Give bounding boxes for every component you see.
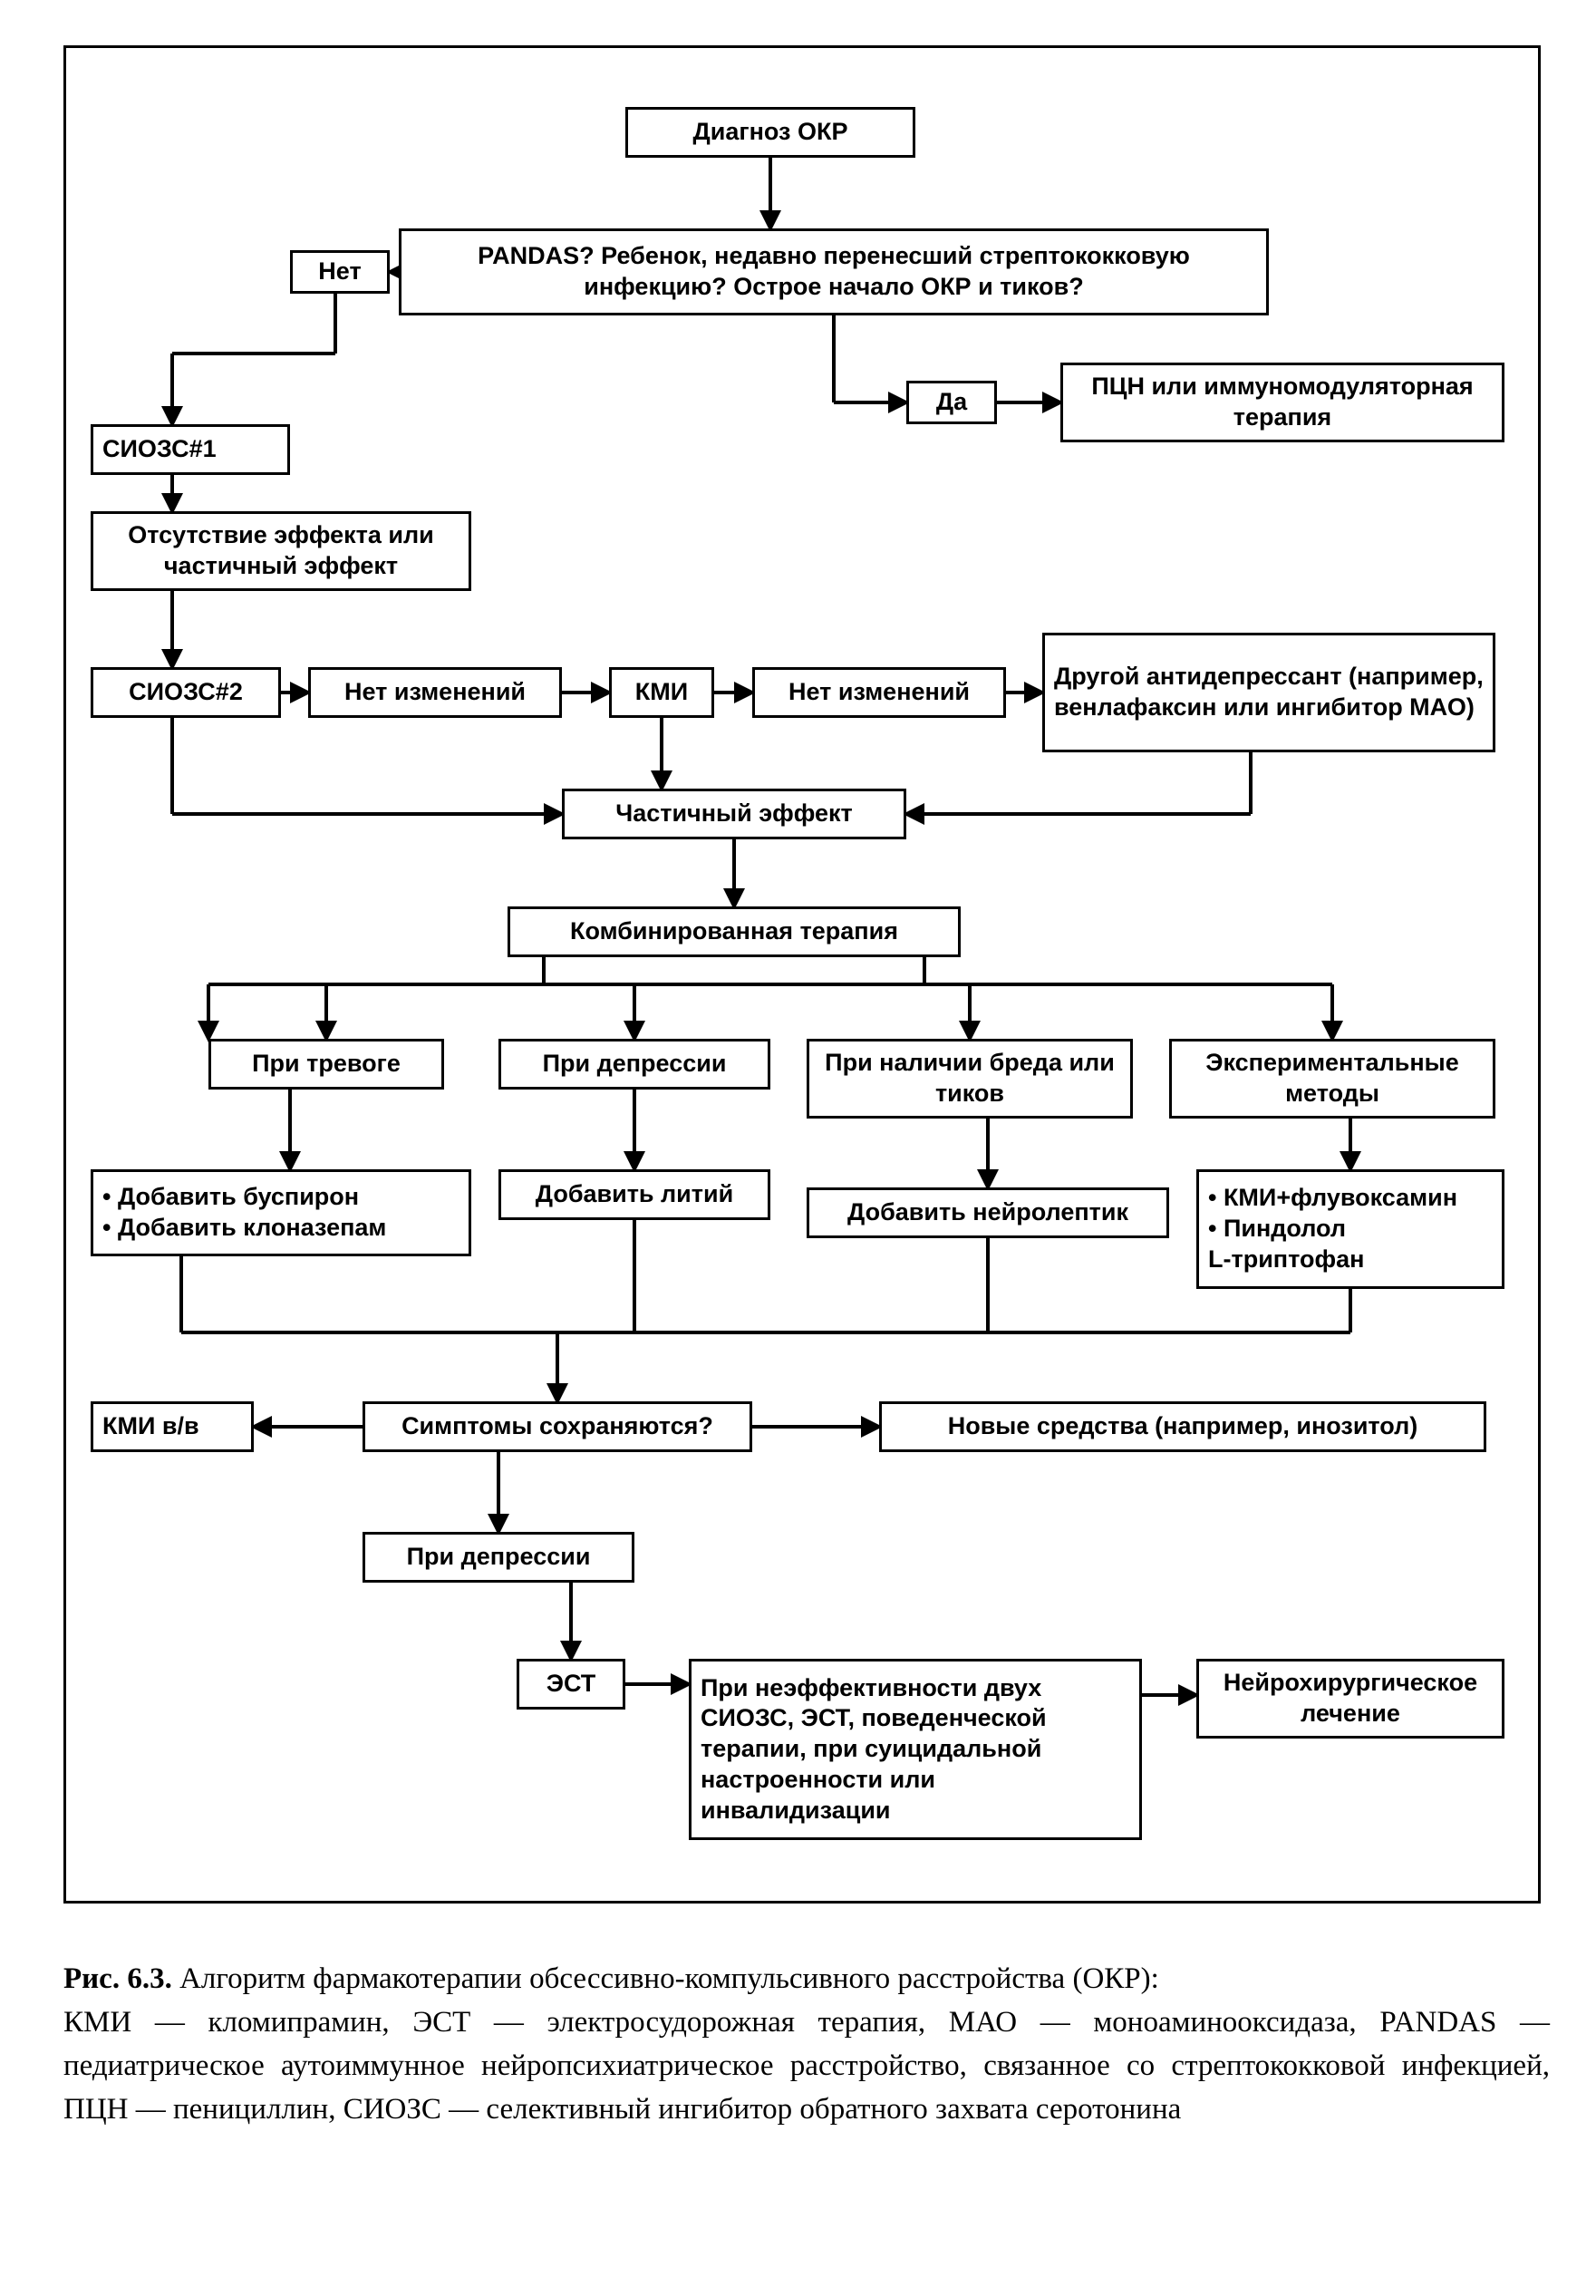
node-diag: Диагноз ОКР	[625, 107, 915, 158]
node-dep2: При депрессии	[363, 1532, 634, 1583]
node-noresp: Отсутствие эффекта или частичный эффект	[91, 511, 471, 591]
node-ect: ЭСТ	[517, 1659, 625, 1710]
node-sympt: Симптомы сохраняются?	[363, 1401, 752, 1452]
flowchart-frame	[63, 45, 1541, 1904]
node-combo: Комбинированная терапия	[508, 906, 961, 957]
node-dep: При депрессии	[498, 1039, 770, 1090]
node-noch1: Нет изменений	[308, 667, 562, 718]
node-no: Нет	[290, 250, 390, 294]
node-newag: Новые средства (например, инозитол)	[879, 1401, 1486, 1452]
node-delu: При наличии бреда или тиков	[807, 1039, 1133, 1119]
caption-body: КМИ — кломипрамин, ЭСТ — электросудорожн…	[63, 2001, 1550, 2132]
node-pcn: ПЦН или иммуномодуляторная терапия	[1060, 363, 1504, 442]
node-ssri1: СИОЗС#1	[91, 424, 290, 475]
node-addneu: Добавить нейролептик	[807, 1187, 1169, 1238]
node-otherad: Другой антидепрессант (например, венлафа…	[1042, 633, 1495, 752]
node-ssri2: СИОЗС#2	[91, 667, 281, 718]
figure-caption: Рис. 6.3. Алгоритм фармакотерапии обсесс…	[63, 1958, 1550, 2131]
node-expopt: • КМИ+флувоксамин • Пиндолол L-триптофан	[1196, 1169, 1504, 1289]
node-cmiiv: КМИ в/в	[91, 1401, 254, 1452]
node-neuro: Нейрохирургическое лечение	[1196, 1659, 1504, 1739]
node-addli: Добавить литий	[498, 1169, 770, 1220]
node-partial: Частичный эффект	[562, 789, 906, 839]
node-noch2: Нет изменений	[752, 667, 1006, 718]
node-addbus: • Добавить буспирон • Добавить клоназепа…	[91, 1169, 471, 1256]
node-anx: При тревоге	[208, 1039, 444, 1090]
caption-title: Рис. 6.3. Алгоритм фармакотерапии обсесс…	[63, 1958, 1550, 2001]
node-pandas: PANDAS? Ребенок, недавно перенесший стре…	[399, 228, 1269, 315]
diagram-canvas: Диагноз ОКР PANDAS? Ребенок, недавно пере…	[0, 0, 1596, 2296]
node-exp: Экспериментальные методы	[1169, 1039, 1495, 1119]
node-cmi: КМИ	[609, 667, 714, 718]
node-yes: Да	[906, 381, 997, 424]
node-ineff: При неэффективности двух СИОЗС, ЭСТ, пов…	[689, 1659, 1142, 1840]
